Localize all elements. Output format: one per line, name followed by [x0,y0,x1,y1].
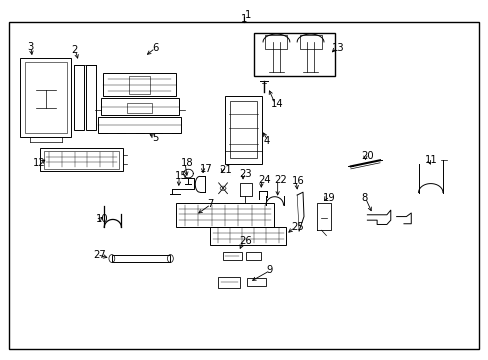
Text: 23: 23 [239,168,252,179]
Bar [43,151,119,168]
Text: 27: 27 [93,249,106,260]
Bar [247,278,265,286]
Text: 4: 4 [264,136,270,145]
Text: 18: 18 [181,158,193,168]
Bar [223,252,241,260]
Bar [254,33,334,76]
Bar [246,252,261,260]
Text: 17: 17 [199,164,212,174]
Bar [218,277,240,288]
Bar [127,103,152,113]
Text: 12: 12 [32,158,45,168]
Bar [229,101,256,158]
Bar [224,96,261,164]
Text: 2: 2 [71,45,78,55]
Text: 5: 5 [152,133,158,143]
Bar [74,65,83,130]
Bar [210,226,285,245]
Text: 15: 15 [175,171,187,181]
Bar [299,35,321,49]
Text: 13: 13 [331,43,344,53]
Text: 21: 21 [219,165,231,175]
Bar [40,148,122,171]
Bar [20,58,71,137]
Bar [103,73,176,96]
Bar [98,117,181,134]
Text: 16: 16 [292,176,305,186]
Bar [129,76,150,94]
Text: 25: 25 [290,222,303,232]
Text: 11: 11 [424,155,437,165]
Text: 6: 6 [152,43,158,53]
Bar [112,255,170,262]
Text: 1: 1 [241,14,247,24]
Bar [25,62,66,134]
Text: 1: 1 [244,10,250,20]
Text: 7: 7 [206,199,213,210]
Text: 10: 10 [96,215,108,224]
Text: 8: 8 [361,193,367,203]
Bar [86,65,96,130]
Text: 3: 3 [27,42,34,52]
Text: 24: 24 [258,175,270,185]
Text: 26: 26 [239,236,252,246]
Text: 9: 9 [266,265,272,275]
Bar [176,203,273,227]
Text: 19: 19 [322,193,335,203]
Text: 20: 20 [361,150,373,161]
Bar [265,35,287,49]
Text: 14: 14 [271,99,284,109]
Bar [101,98,178,116]
Text: 22: 22 [273,175,286,185]
